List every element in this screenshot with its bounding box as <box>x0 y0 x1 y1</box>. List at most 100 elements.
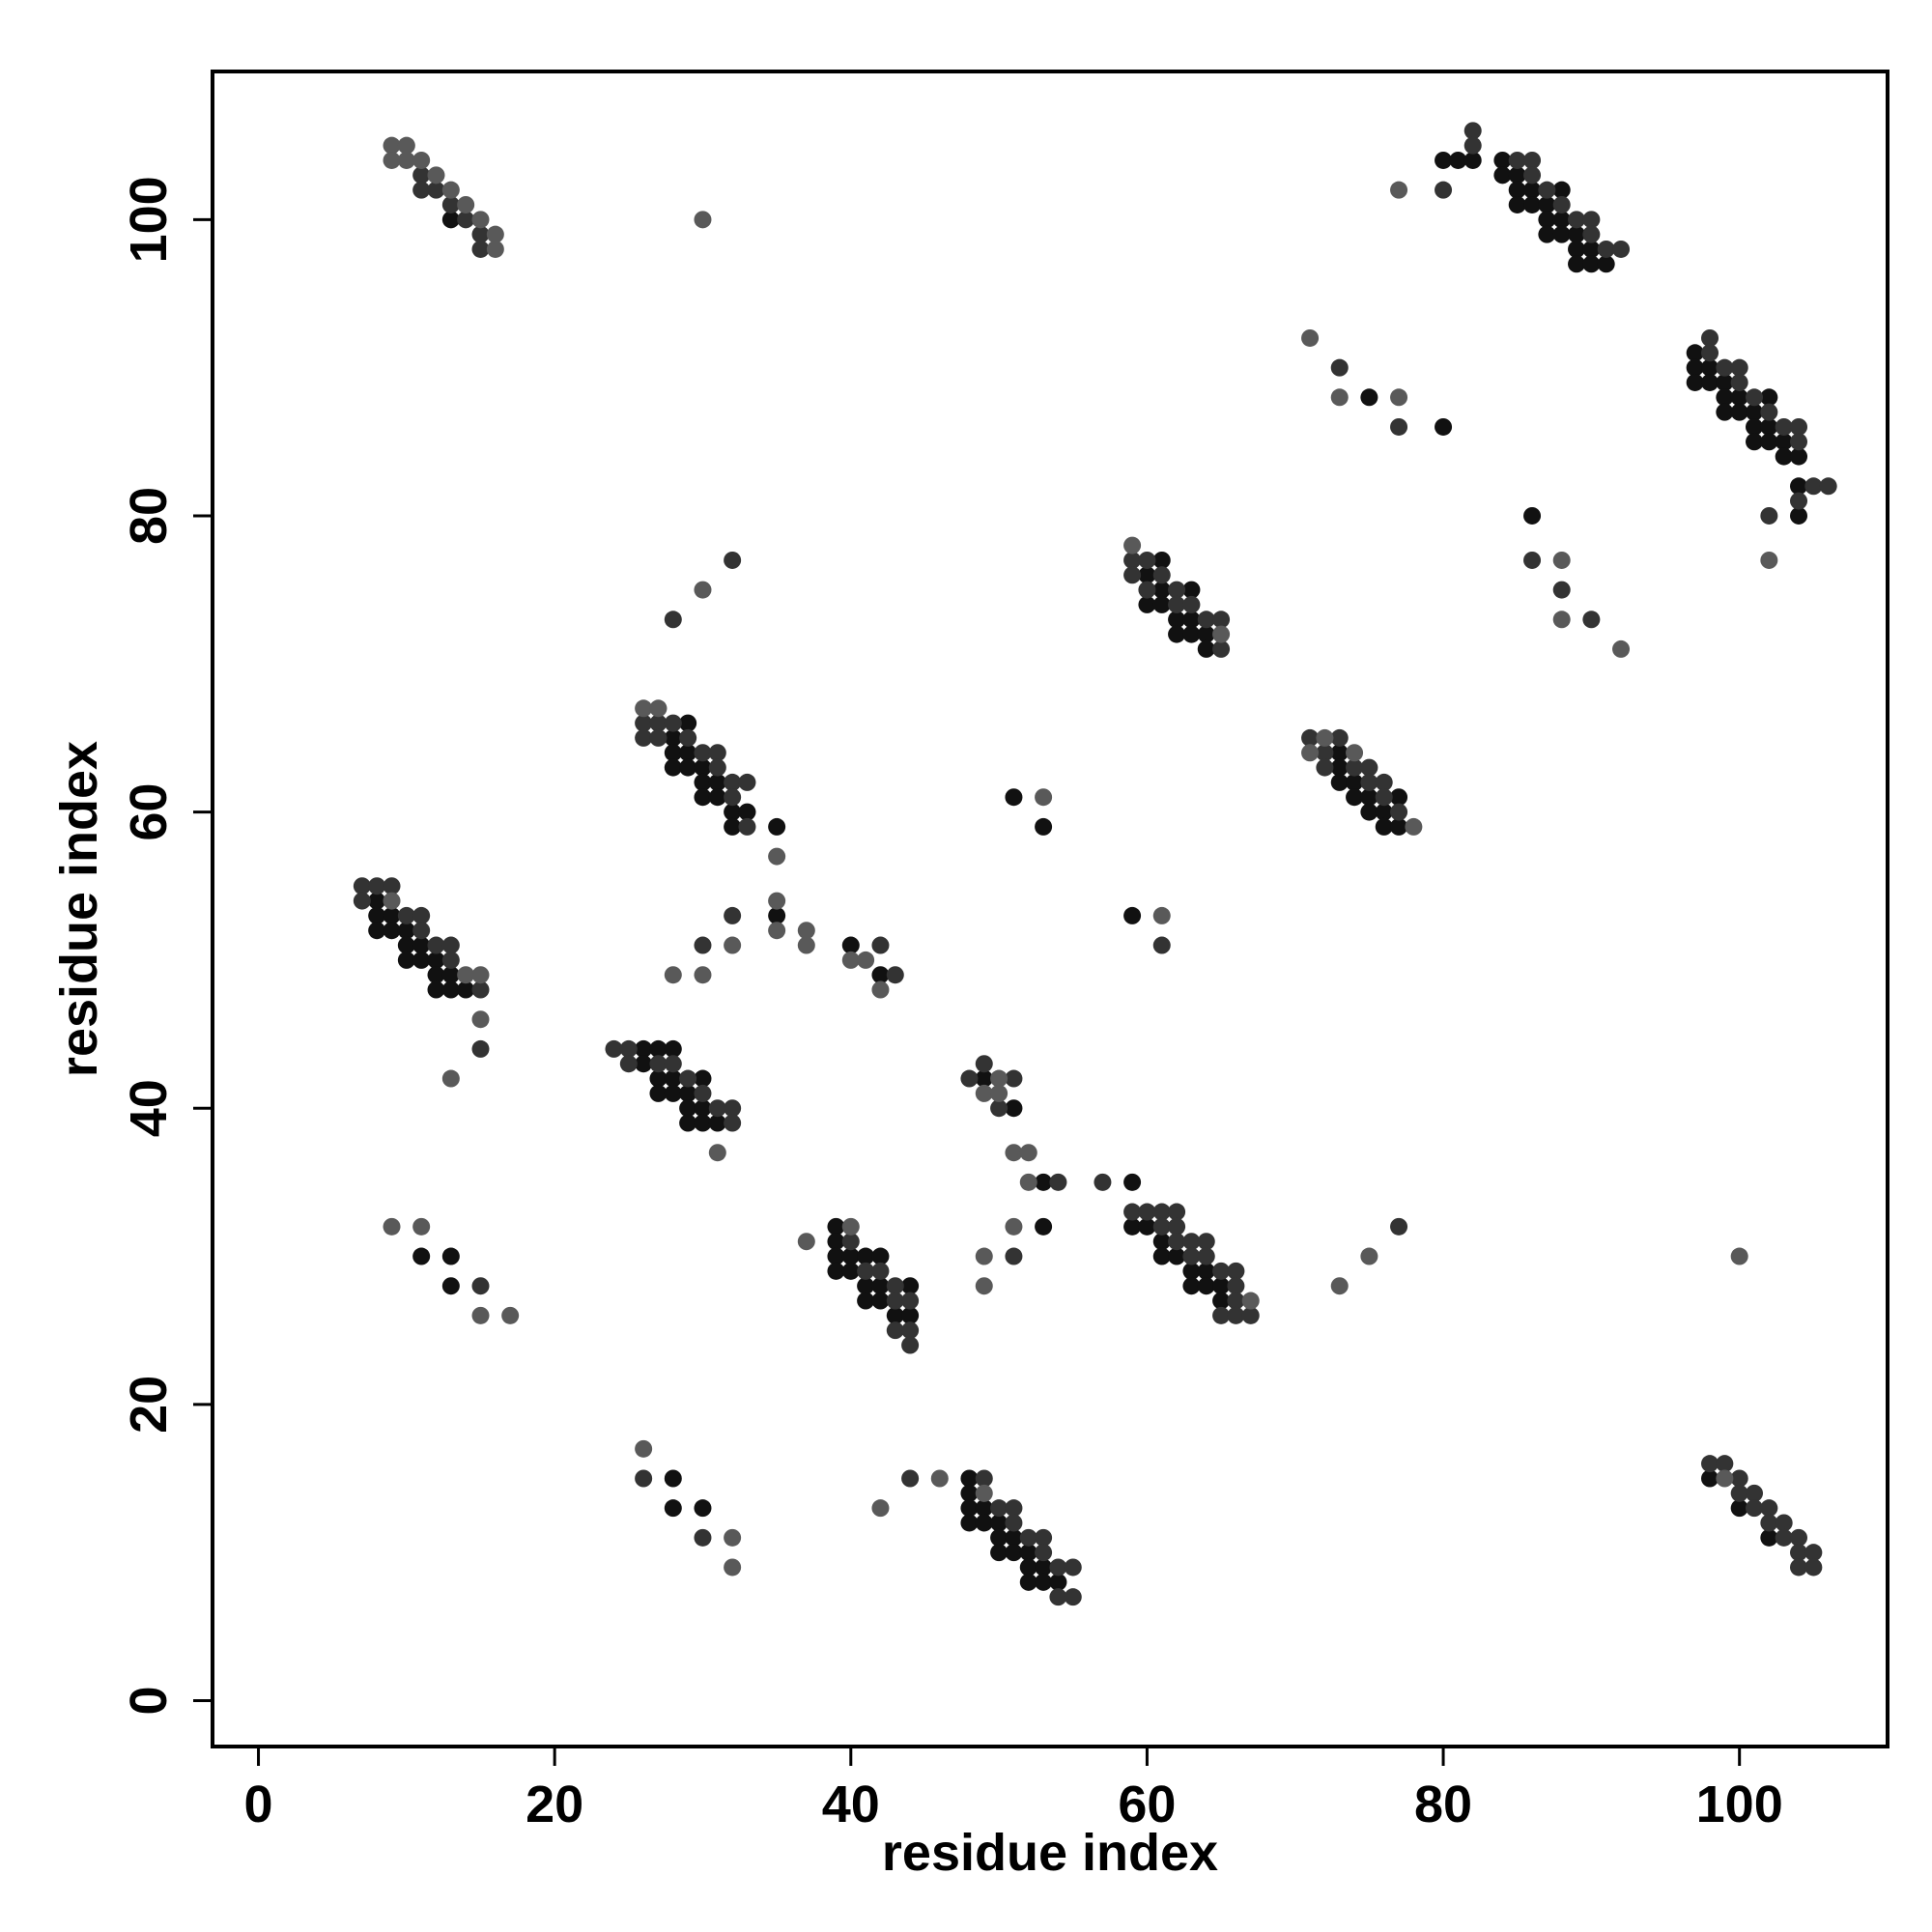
y-axis-title: residue index <box>50 741 108 1077</box>
point <box>708 744 726 762</box>
point <box>679 728 697 747</box>
point <box>1746 433 1764 451</box>
point <box>901 1306 920 1324</box>
point <box>797 936 815 954</box>
point <box>1049 1558 1067 1577</box>
point <box>1316 744 1334 762</box>
point <box>1005 1544 1023 1562</box>
point <box>383 136 401 155</box>
point <box>471 1306 490 1324</box>
point <box>724 551 742 569</box>
point <box>1005 1514 1023 1532</box>
point <box>1138 595 1156 613</box>
point <box>1716 373 1734 391</box>
point <box>1568 211 1586 229</box>
point <box>1212 1306 1231 1324</box>
point <box>501 1306 520 1324</box>
point <box>1582 240 1601 258</box>
point <box>871 1292 890 1310</box>
point <box>1686 358 1704 377</box>
point <box>1035 788 1053 807</box>
point <box>1775 1528 1793 1547</box>
point <box>1686 344 1704 362</box>
point <box>1746 1484 1764 1502</box>
point <box>960 1484 979 1502</box>
point <box>708 788 726 807</box>
point <box>694 936 712 954</box>
point <box>368 922 386 940</box>
point <box>664 1055 682 1073</box>
point <box>990 1528 1009 1547</box>
point <box>1152 1217 1171 1236</box>
point <box>1360 758 1378 777</box>
point <box>664 966 682 984</box>
point <box>975 1069 993 1088</box>
point <box>427 980 445 999</box>
point <box>1568 255 1586 273</box>
point <box>1152 906 1171 924</box>
point <box>1360 1247 1378 1265</box>
point <box>1760 433 1778 451</box>
point <box>383 151 401 169</box>
point <box>1390 1217 1408 1236</box>
point <box>1760 1514 1778 1532</box>
point <box>1790 1558 1808 1577</box>
point <box>724 817 742 836</box>
point <box>901 1321 920 1340</box>
point <box>679 744 697 762</box>
point <box>841 1247 860 1265</box>
point <box>1390 803 1408 821</box>
point <box>457 980 475 999</box>
point <box>975 1055 993 1073</box>
point <box>694 1528 712 1547</box>
point <box>1538 181 1556 199</box>
x-tick-label: 60 <box>1118 1776 1176 1833</box>
point <box>1552 195 1571 213</box>
point <box>1730 1247 1748 1265</box>
point <box>1035 1217 1053 1236</box>
point <box>605 1039 623 1058</box>
point <box>1597 255 1615 273</box>
point <box>1360 788 1378 807</box>
point <box>412 922 431 940</box>
point <box>694 773 712 791</box>
point <box>1005 788 1023 807</box>
point <box>1716 403 1734 421</box>
point <box>649 728 668 747</box>
point <box>990 1084 1009 1102</box>
point <box>1463 151 1482 169</box>
point <box>1390 388 1408 407</box>
point <box>383 892 401 910</box>
point <box>1019 1558 1037 1577</box>
x-tick-label: 0 <box>244 1776 273 1833</box>
point <box>383 922 401 940</box>
point <box>1463 122 1482 140</box>
point <box>1435 417 1453 436</box>
point <box>1049 1588 1067 1606</box>
point <box>1019 1528 1037 1547</box>
point <box>1360 803 1378 821</box>
point <box>1746 1499 1764 1518</box>
point <box>368 892 386 910</box>
point <box>1212 1292 1231 1310</box>
point <box>901 1292 920 1310</box>
point <box>724 906 742 924</box>
point <box>427 181 445 199</box>
point <box>827 1247 845 1265</box>
point <box>841 1217 860 1236</box>
point <box>841 951 860 969</box>
point <box>1346 758 1364 777</box>
point <box>1168 611 1186 629</box>
point <box>1716 1455 1734 1473</box>
point <box>1330 358 1349 377</box>
point <box>471 240 490 258</box>
point <box>1523 181 1542 199</box>
point <box>441 951 460 969</box>
point <box>871 1247 890 1265</box>
point <box>383 906 401 924</box>
point <box>635 1039 653 1058</box>
point <box>1182 581 1201 599</box>
point <box>1182 1247 1201 1265</box>
point <box>1182 611 1201 629</box>
point <box>1168 1217 1186 1236</box>
